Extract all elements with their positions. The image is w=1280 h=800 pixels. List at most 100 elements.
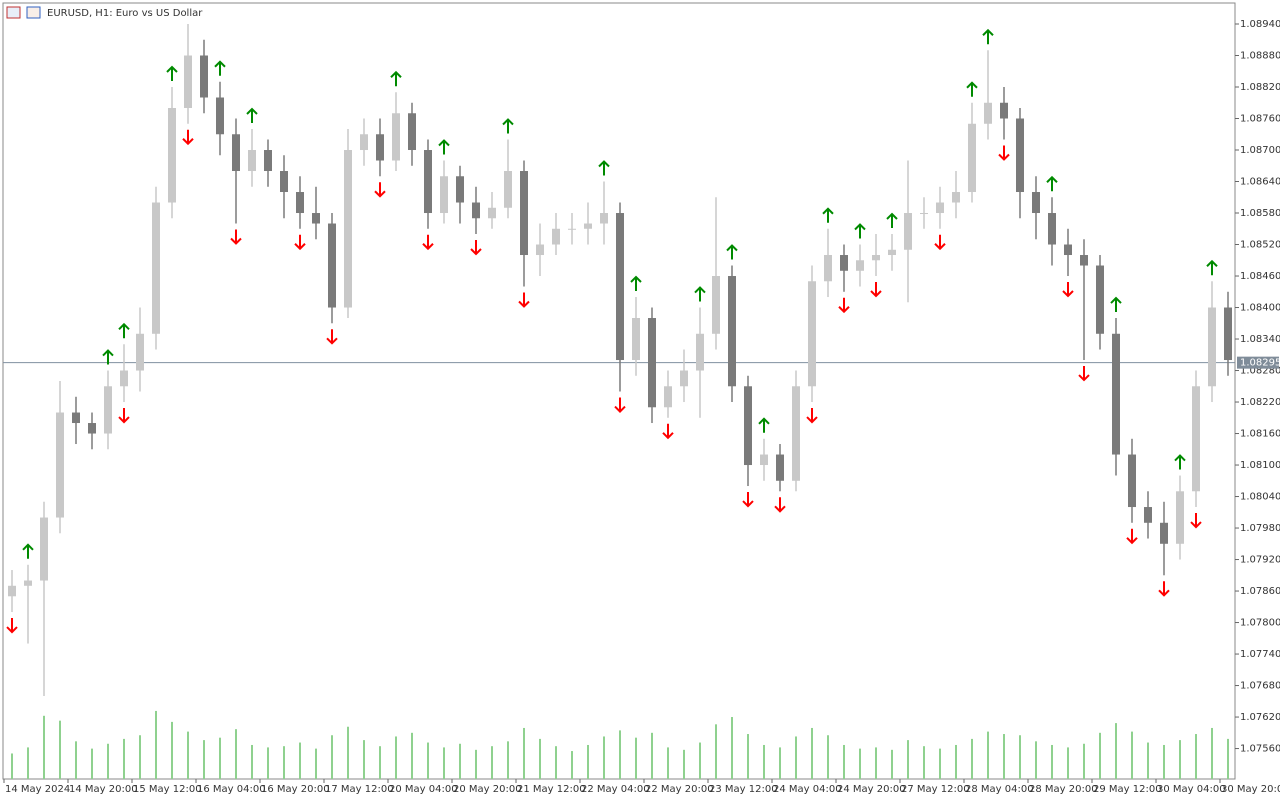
candle-body <box>120 370 128 387</box>
y-tick-label: 1.07680 <box>1240 681 1280 692</box>
candle-body <box>728 276 736 387</box>
y-tick-label: 1.08580 <box>1240 208 1280 219</box>
period-icon <box>26 6 41 19</box>
x-tick-label: 20 May 20:00 <box>453 784 522 795</box>
x-tick-label: 24 May 04:00 <box>773 784 842 795</box>
candle-body <box>1016 118 1024 193</box>
y-tick-label: 1.08400 <box>1240 303 1280 314</box>
down-arrow <box>470 240 482 256</box>
candle-body <box>344 150 352 308</box>
y-tick-label: 1.08160 <box>1240 429 1280 440</box>
candle-body <box>1176 491 1184 544</box>
candle-body <box>280 171 288 193</box>
chart-title: EURUSD, H1: Euro vs US Dollar <box>47 8 203 19</box>
plot-frame <box>2 2 1236 780</box>
current-price-box <box>1237 356 1279 369</box>
up-arrow <box>1110 296 1122 313</box>
candle-body <box>936 202 944 214</box>
candle-body <box>200 55 208 98</box>
y-tick-label: 1.07860 <box>1240 586 1280 597</box>
y-tick-label: 1.07920 <box>1240 555 1280 566</box>
candle-body <box>1064 244 1072 256</box>
candle-body <box>856 260 864 271</box>
x-tick-label: 16 May 20:00 <box>261 784 330 795</box>
up-arrow <box>886 212 898 229</box>
candle-body <box>616 213 624 361</box>
y-tick-label: 1.08460 <box>1240 271 1280 282</box>
candle-body <box>952 192 960 203</box>
y-tick-label: 1.08820 <box>1240 82 1280 93</box>
y-tick-label: 1.07560 <box>1240 744 1280 755</box>
x-tick-label: 15 May 12:00 <box>133 784 202 795</box>
symbol-icon <box>6 6 21 19</box>
down-arrow <box>1062 282 1074 298</box>
x-tick-label: 24 May 20:00 <box>837 784 906 795</box>
candle-body <box>472 202 480 219</box>
down-arrow <box>294 234 306 251</box>
y-tick-label: 1.08940 <box>1240 19 1280 30</box>
down-arrow <box>742 492 754 508</box>
x-tick-label: 14 May 20:00 <box>69 784 138 795</box>
down-arrow <box>182 129 194 146</box>
up-arrow <box>630 275 642 292</box>
candle-body <box>168 108 176 203</box>
x-tick-label: 14 May 2024 <box>5 784 70 795</box>
candle-body <box>584 223 592 229</box>
candle-body <box>360 134 368 151</box>
candle-body <box>600 213 608 224</box>
up-arrow <box>1046 175 1058 192</box>
down-arrow <box>518 292 530 308</box>
down-arrow <box>838 297 850 314</box>
up-arrow <box>118 322 130 339</box>
candle-body <box>1048 213 1056 245</box>
down-arrow <box>1158 581 1170 597</box>
down-arrow <box>1078 366 1090 382</box>
up-arrow <box>246 107 258 124</box>
y-tick-label: 1.07740 <box>1240 649 1280 660</box>
candle-body <box>824 255 832 282</box>
candle-body <box>312 213 320 224</box>
candle-body <box>648 318 656 408</box>
candle-body <box>968 123 976 193</box>
candle-body <box>664 386 672 408</box>
up-arrow <box>438 139 450 155</box>
up-arrow <box>1206 259 1218 276</box>
candle-body <box>296 192 304 214</box>
up-arrow <box>726 244 738 260</box>
candle-body <box>744 386 752 466</box>
down-arrow <box>326 329 338 345</box>
candle-body <box>888 249 896 256</box>
up-arrow <box>390 70 402 87</box>
candle-body <box>1144 507 1152 523</box>
candle-body <box>1192 386 1200 492</box>
candle-body <box>1128 454 1136 508</box>
candle-body <box>88 423 96 434</box>
up-arrow <box>166 65 178 82</box>
up-arrow <box>982 28 994 45</box>
up-arrow <box>1174 454 1186 470</box>
candle-body <box>1160 522 1168 544</box>
candle-body <box>1032 192 1040 214</box>
candle-body <box>56 412 64 518</box>
candle-body <box>776 454 784 481</box>
candle-body <box>760 454 768 466</box>
candle-body <box>392 113 400 161</box>
candle-body <box>1208 307 1216 387</box>
candle-body <box>1112 333 1120 455</box>
down-arrow <box>870 282 882 298</box>
x-tick-label: 16 May 04:00 <box>197 784 266 795</box>
candle-body <box>104 386 112 434</box>
y-tick-label: 1.07980 <box>1240 523 1280 534</box>
candle-body <box>376 134 384 161</box>
down-arrow <box>374 182 386 198</box>
up-arrow <box>598 160 610 176</box>
down-arrow <box>934 234 946 251</box>
candle-body <box>248 150 256 172</box>
candle-body <box>184 55 192 109</box>
x-tick-label: 20 May 04:00 <box>389 784 458 795</box>
candle-body <box>232 134 240 172</box>
down-arrow <box>118 408 130 424</box>
candle-body <box>696 333 704 371</box>
x-tick-label: 28 May 04:00 <box>965 784 1034 795</box>
